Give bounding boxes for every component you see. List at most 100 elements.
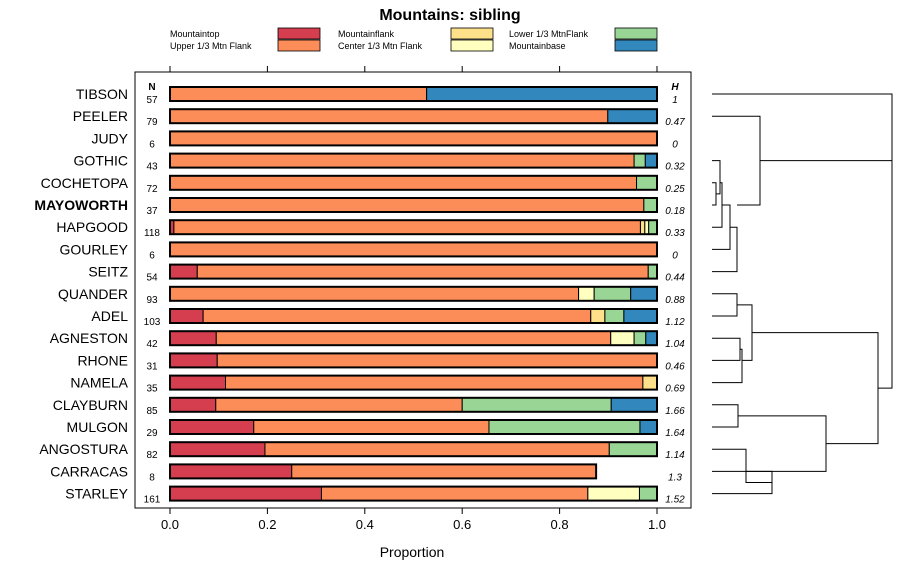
row-label: MAYOWORTH [34, 197, 128, 213]
n-value: 79 [146, 117, 158, 128]
bar-segment [643, 197, 658, 213]
row-label: AGNESTON [50, 330, 128, 346]
bar-segment [647, 264, 658, 280]
row-label: CLAYBURN [53, 397, 128, 413]
bar-segment [639, 219, 646, 235]
h-value: 0.32 [665, 162, 685, 173]
n-value: 37 [146, 206, 158, 217]
n-value: 35 [146, 384, 158, 395]
n-value: 85 [146, 406, 158, 417]
h-column-header: H [671, 82, 679, 93]
x-axis: 0.0 0.2 0.4 0.6 0.8 1.0 [161, 66, 666, 532]
h-value: 1.04 [665, 339, 685, 350]
bar-segment [623, 308, 658, 324]
bar-segment [169, 486, 322, 502]
bar-outline [169, 174, 658, 191]
bar-segment [169, 397, 217, 413]
dendrogram-link [712, 448, 772, 483]
bar-segment [169, 264, 198, 280]
bar-segment [169, 130, 658, 146]
legend-swatch [277, 39, 321, 52]
row-label: PEELER [73, 108, 128, 124]
row-label: STARLEY [65, 486, 128, 502]
bar-segment [644, 219, 650, 235]
bar-segment [604, 308, 625, 324]
dendrogram-link [712, 348, 743, 384]
bar-segment [196, 264, 649, 280]
bar-segment [216, 352, 658, 368]
bar-segment [633, 330, 647, 346]
h-value: 0.69 [665, 384, 685, 395]
dendrogram-link [878, 127, 893, 389]
bar-segment [169, 308, 204, 324]
bar-outline [169, 463, 598, 480]
bar-outline [169, 219, 658, 236]
bar-segment [169, 241, 658, 257]
n-value: 6 [149, 250, 155, 261]
bar-segment [169, 286, 580, 302]
n-value: 31 [146, 361, 158, 372]
legend-label: Mountainbase [509, 41, 566, 51]
x-tick-label: 0.8 [551, 517, 569, 532]
bar-outline [169, 197, 658, 213]
bar-segment [644, 153, 658, 169]
n-value: 8 [149, 472, 155, 483]
bar-outline [169, 130, 658, 147]
row-label: ADEL [91, 308, 128, 324]
bar-segment [253, 419, 490, 435]
h-value: 0.44 [665, 273, 685, 284]
h-value: 0.88 [665, 295, 685, 306]
bar-segment [169, 175, 638, 191]
legend-label: Mountainflank [338, 29, 395, 39]
bar-segment [590, 308, 606, 324]
h-value: 0.18 [665, 206, 685, 217]
bar-outline [169, 285, 658, 302]
bar-segment [488, 419, 641, 435]
bar-outline [169, 241, 658, 258]
h-value: 1 [672, 95, 678, 106]
n-value: 29 [146, 428, 158, 439]
bar-outline [169, 485, 658, 502]
row-label: GOTHIC [74, 153, 128, 169]
bar-segment [636, 175, 658, 191]
bar-segment [169, 441, 266, 457]
bar-segment [638, 486, 658, 502]
bar-segment [587, 486, 640, 502]
n-value: 42 [146, 339, 158, 350]
row-label: CARRACAS [50, 463, 128, 479]
bar-segment [169, 197, 645, 213]
dendrogram [712, 93, 893, 495]
x-tick-label: 0.6 [453, 517, 471, 532]
legend-swatch [277, 27, 321, 40]
bar-segment [225, 375, 644, 391]
n-value: 103 [144, 317, 161, 328]
legend-label: Lower 1/3 MtnFlank [509, 29, 589, 39]
h-value: 1.14 [665, 450, 685, 461]
x-axis-label: Proportion [380, 544, 445, 560]
bar-outline [169, 86, 658, 102]
h-value: 0.46 [665, 361, 685, 372]
bar-segment [648, 219, 658, 235]
bar-segment [578, 286, 595, 302]
bar-segment [169, 108, 609, 124]
bar-outline [169, 152, 658, 169]
bar-segment [639, 419, 658, 435]
bar-outline [169, 396, 658, 413]
h-value: 0.47 [665, 117, 685, 128]
n-value: 118 [144, 228, 160, 239]
bar-segment [202, 308, 592, 324]
bar-segment [169, 463, 293, 479]
n-value: 72 [146, 184, 158, 195]
bar-segment [607, 108, 658, 124]
bar-segment [169, 419, 255, 435]
row-label: GOURLEY [60, 241, 129, 257]
row-label: TIBSON [76, 86, 128, 102]
bar-outline [169, 108, 658, 125]
bar-segment [633, 153, 646, 169]
bar-rows: TIBSON 57 1 PEELER 79 0.47 JUDY 6 0 GOTHIC 43 0.32 C… [34, 86, 685, 506]
bar-segment [593, 286, 632, 302]
bar-segment [610, 397, 658, 413]
row-label: JUDY [91, 130, 128, 146]
h-value: 1.52 [665, 495, 685, 506]
